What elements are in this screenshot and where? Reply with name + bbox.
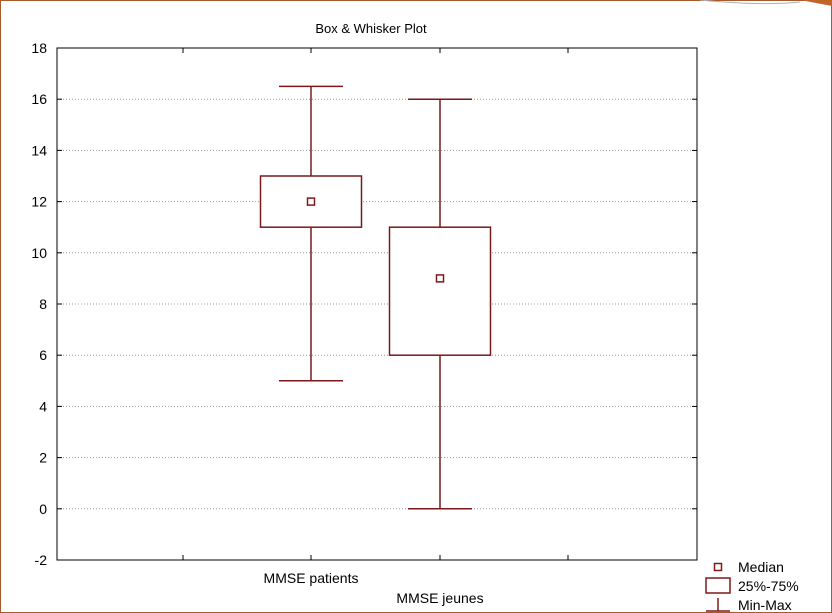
iqr-box bbox=[388, 226, 492, 356]
box-series bbox=[259, 85, 492, 510]
y-tick-label: 16 bbox=[31, 91, 47, 107]
y-tick-label: 6 bbox=[39, 347, 47, 363]
x-axis: MMSE patients MMSE jeunes bbox=[182, 48, 569, 606]
x-tick-label: MMSE patients bbox=[264, 570, 359, 586]
y-tick-label: 2 bbox=[39, 450, 47, 466]
legend-box-symbol bbox=[705, 577, 731, 594]
grid-lines bbox=[57, 98, 697, 510]
y-tick-label: -2 bbox=[35, 552, 48, 568]
x-tick-label: MMSE jeunes bbox=[396, 590, 483, 606]
legend-median-symbol bbox=[713, 562, 723, 572]
y-axis: -2 0 2 4 6 8 10 12 14 16 18 bbox=[31, 40, 697, 568]
y-tick-label: 4 bbox=[39, 398, 47, 414]
y-tick-label: 10 bbox=[31, 245, 47, 261]
corner-accent bbox=[800, 0, 832, 6]
y-tick-label: 14 bbox=[31, 142, 47, 158]
legend-label: Median bbox=[738, 559, 784, 575]
y-tick-label: 12 bbox=[31, 194, 47, 210]
chart-title: Box & Whisker Plot bbox=[315, 21, 427, 36]
corner-curve bbox=[699, 0, 801, 5]
box-1 bbox=[259, 85, 363, 382]
y-tick-label: 18 bbox=[31, 40, 47, 56]
box-2 bbox=[388, 98, 492, 510]
median-marker bbox=[435, 274, 445, 283]
legend-label: Min-Max bbox=[738, 597, 792, 613]
y-tick-label: 0 bbox=[39, 501, 47, 517]
legend-label: 25%-75% bbox=[738, 578, 799, 594]
y-tick-label: 8 bbox=[39, 296, 47, 312]
legend: Median 25%-75% Min-Max bbox=[705, 559, 799, 613]
median-marker bbox=[306, 197, 316, 206]
